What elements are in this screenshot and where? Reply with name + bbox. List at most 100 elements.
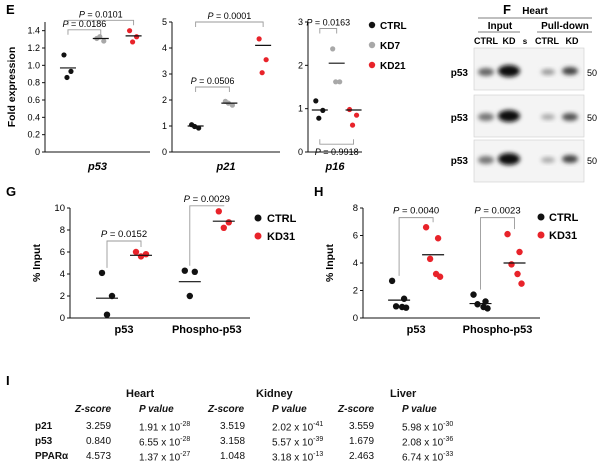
legend-g: CTRL KD31 <box>254 213 297 243</box>
legend-e-kd21: KD21 <box>380 61 406 72</box>
table-p-cell: 2.02 x 10-41 <box>272 421 324 434</box>
legend-g-kd31: KD31 <box>267 231 295 243</box>
table-p-cell: 3.18 x 10-13 <box>272 451 324 463</box>
point-kd7 <box>101 38 107 44</box>
point-kd7 <box>333 79 339 85</box>
point-ctrl <box>402 304 410 311</box>
point-ctrl <box>470 291 477 298</box>
y-tick-label: 8 <box>60 225 65 236</box>
point-ctrl <box>484 305 491 312</box>
chart-e1: 0 0.2 0.4 0.6 0.8 1.0 1.2 1.4 Fold expression P =… <box>6 9 150 173</box>
table-z-cell: 2.463 <box>349 451 375 462</box>
panel-letter-h: H <box>314 184 323 199</box>
blot-row-label-2: p53 <box>451 113 469 124</box>
point-kd7 <box>229 102 235 108</box>
point-kd21 <box>349 122 356 128</box>
y-tick-label: 0.4 <box>27 112 40 122</box>
y-tick-label: 3 <box>298 17 303 27</box>
chart-e3: 0 1 2 3 P = 0.0163 P = 0.9918 p16 <box>298 17 362 173</box>
blot-input-label: Input <box>488 21 513 32</box>
x-axis-label: p21 <box>216 161 236 173</box>
point-kd31 <box>220 224 227 231</box>
legend-h-kd31-dot <box>537 231 545 239</box>
point-kd21 <box>256 36 262 42</box>
y-axis-label: Fold expression <box>6 47 18 128</box>
legend-h-ctrl-dot <box>537 213 545 221</box>
panel-letter-g: G <box>6 184 16 199</box>
y-tick-label: 0 <box>353 313 358 324</box>
pvalue-bracket <box>398 217 434 276</box>
table-sub-z2: Z-score <box>208 404 245 415</box>
y-tick-label: 2 <box>353 286 358 297</box>
pvalue-label: P = 0.0163 <box>306 18 350 28</box>
table-p-cell: 5.57 x 10-39 <box>272 436 324 449</box>
point-kd21 <box>133 34 140 40</box>
point-kd31 <box>504 230 511 238</box>
y-tick-label: 0.2 <box>27 130 40 140</box>
blot-row-label-1: p53 <box>451 68 469 79</box>
point-ctrl <box>400 295 408 302</box>
table-z-cell: 1.679 <box>349 436 375 447</box>
blot-lane-pd-kd: KD <box>566 36 579 46</box>
table-p-cell: 5.98 x 10-30 <box>402 421 454 434</box>
point-kd21 <box>129 39 136 45</box>
chart-h: 0 2 4 6 8 % Input P = 0.0040 p53 P = 0.0023 Phosp… <box>324 203 540 336</box>
blot-row-label-3: p53 <box>451 156 469 167</box>
pvalue-bracket <box>67 29 102 35</box>
panel-letter-e: E <box>6 2 15 17</box>
panel-letter-f: F <box>503 2 511 17</box>
blot-pulldown-label: Pull-down <box>541 21 589 32</box>
pvalue-bracket <box>189 205 225 266</box>
legend-e-kd21-dot <box>368 61 376 69</box>
table-sub-p3: P value <box>402 404 437 415</box>
point-ctrl <box>98 269 106 277</box>
band <box>478 113 494 121</box>
band <box>498 110 520 122</box>
table-header-kidney: Kidney <box>256 388 293 400</box>
legend-e-ctrl: CTRL <box>380 21 407 32</box>
blot-mw-2: 50 <box>587 113 597 123</box>
y-tick-label: 1 <box>162 121 167 131</box>
legend-h-ctrl: CTRL <box>549 212 579 224</box>
point-ctrl <box>61 52 67 58</box>
point-kd21 <box>353 112 360 118</box>
y-tick-label: 2 <box>298 60 303 70</box>
blot-mw-3: 50 <box>587 156 597 166</box>
table-p-cell: 6.55 x 10-28 <box>139 436 191 449</box>
x-category-label: Phospho-p53 <box>172 324 242 336</box>
band <box>478 68 494 76</box>
point-ctrl <box>191 268 198 275</box>
point-ctrl <box>313 98 319 104</box>
pvalue-label: P = 0.0506 <box>191 76 235 86</box>
table-z-cell: 3.559 <box>349 421 375 432</box>
pvalue-label: P = 0.0023 <box>474 206 520 217</box>
table-sub-p2: P value <box>272 404 307 415</box>
table-z-cell: 4.573 <box>86 451 112 462</box>
legend-g-ctrl-dot <box>254 214 262 222</box>
x-axis-label: p53 <box>87 161 107 173</box>
x-category-label: Phospho-p53 <box>463 324 533 336</box>
table-header-liver: Liver <box>390 388 417 400</box>
y-tick-label: 10 <box>54 203 65 214</box>
table-p-cell: 1.37 x 10-27 <box>139 451 191 463</box>
pvalue-label: P = 0.0186 <box>62 19 106 29</box>
point-ctrl <box>103 311 111 318</box>
point-kd21 <box>263 57 269 63</box>
table-p-cell: 6.74 x 10-33 <box>402 451 454 463</box>
pvalue-bracket <box>319 28 338 34</box>
y-tick-label: 0 <box>162 147 167 157</box>
y-tick-label: 1.2 <box>27 43 40 53</box>
legend-e-kd7: KD7 <box>380 41 400 52</box>
western-blot: Heart Input Pull-down CTRL KD s CTRL KD … <box>451 6 597 183</box>
table-sub-z3: Z-score <box>338 404 375 415</box>
table-z-cell: 3.158 <box>220 436 246 447</box>
band <box>562 113 578 121</box>
table-sub-z1: Z-score <box>75 404 112 415</box>
y-tick-label: 1.0 <box>27 60 40 70</box>
chart-g: 0 2 4 6 8 10 % Input P = 0.0152 p53 P = 0.0029 Pho… <box>31 194 250 336</box>
y-axis-label: % Input <box>324 244 336 282</box>
table-sub-p1: P value <box>139 404 174 415</box>
band <box>541 69 555 75</box>
y-tick-label: 0.8 <box>27 78 40 88</box>
